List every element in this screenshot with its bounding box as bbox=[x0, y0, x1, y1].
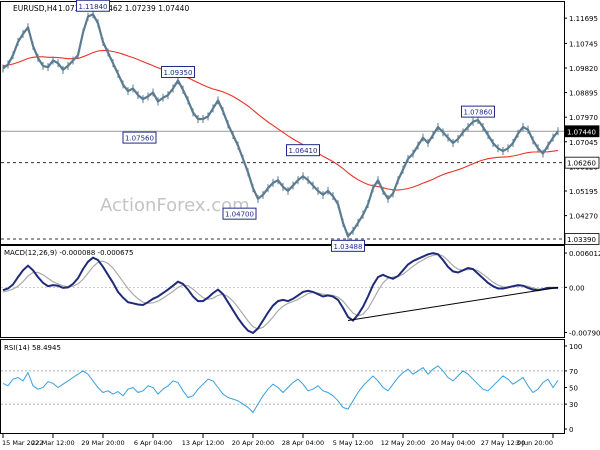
symbol-label: EURUSD,H4 bbox=[13, 4, 57, 13]
x-axis-tick-label: 20 May 04:00 bbox=[431, 439, 476, 447]
price-annotation-box bbox=[76, 0, 110, 12]
price-annotation-box bbox=[161, 65, 195, 78]
price-annotation-label: 1.06410 bbox=[289, 147, 318, 155]
price-panel: 1.11695 1.10745 1.09820 1.08895 1.07970 1.070… bbox=[1, 0, 600, 252]
price-y-tick-label: 1.09820 bbox=[569, 65, 598, 73]
macd-main-line bbox=[2, 252, 558, 335]
price-annotation-box bbox=[331, 239, 365, 252]
price-y-tick-label: 1.08895 bbox=[569, 90, 598, 98]
x-axis-tick-label: 12 May 20:00 bbox=[381, 439, 426, 447]
price-marker-label: 1.07440 bbox=[567, 128, 596, 136]
rsi-panel-border bbox=[0, 339, 565, 434]
ohlc-values: 1.07309 1.07462 1.07239 1.07440 bbox=[58, 4, 189, 13]
rsi-y-tick-label: 0 bbox=[569, 426, 573, 434]
price-y-tick-label: 1.10745 bbox=[569, 40, 598, 48]
price-annotation-label: 1.07860 bbox=[464, 109, 493, 117]
price-annotation-label: 1.11840 bbox=[79, 3, 108, 11]
macd-y-tick-label: -0.007907 bbox=[569, 329, 600, 337]
price-y-tick-label: 1.05195 bbox=[569, 188, 598, 196]
price-annotation-box bbox=[461, 105, 495, 118]
price-y-tick-label: 1.04270 bbox=[569, 213, 598, 221]
x-axis-tick-label: 27 May 12:00 bbox=[481, 439, 526, 447]
price-annotation-label: 1.03488 bbox=[334, 243, 363, 251]
x-axis-tick-label: 29 Mar 20:00 bbox=[81, 439, 124, 447]
price-marker-label: 1.03390 bbox=[567, 236, 596, 244]
x-axis-tick-label: 5 May 12:00 bbox=[333, 439, 373, 447]
price-y-tick-label: 1.07970 bbox=[569, 114, 598, 122]
x-axis-tick-label: 6 Apr 04:00 bbox=[134, 439, 172, 447]
price-panel-border bbox=[0, 1, 565, 245]
x-axis-tick-label: 3 Jun 20:00 bbox=[516, 439, 553, 447]
price-annotation-box bbox=[222, 207, 257, 220]
rsi-y-tick-label: 100 bbox=[569, 343, 582, 351]
price-marker-box bbox=[564, 125, 600, 138]
macd-panel-border bbox=[0, 245, 565, 338]
macd-panel: 0.006012 0.00 -0.007907 bbox=[1, 250, 600, 337]
price-marker-box bbox=[564, 156, 600, 169]
watermark: ActionForex.com bbox=[100, 195, 250, 216]
price-marker-box bbox=[564, 233, 600, 245]
rsi-y-tick-label: 50 bbox=[569, 385, 578, 393]
rsi-panel: 100 70 50 30 0 bbox=[1, 343, 582, 434]
x-axis-tick-label: 13 Apr 12:00 bbox=[182, 439, 224, 447]
rsi-title: RSI(14) 58.4945 bbox=[4, 344, 61, 352]
price-y-tick-label: 1.11695 bbox=[569, 15, 598, 23]
x-axis-tick-label: 22 Mar 12:00 bbox=[31, 439, 74, 447]
macd-title: MACD(12,26,9) -0.000088 -0.000675 bbox=[4, 249, 133, 257]
price-y-tick-label: 1.07045 bbox=[569, 139, 598, 147]
price-annotation-label: 1.09350 bbox=[164, 69, 193, 77]
price-annotation-label: 1.07560 bbox=[125, 135, 154, 143]
rsi-y-tick-label: 70 bbox=[569, 368, 578, 376]
price-annotation-box bbox=[122, 131, 157, 144]
macd-trendline bbox=[347, 286, 559, 321]
price-annotation-box bbox=[286, 144, 320, 157]
rsi-y-tick-label: 30 bbox=[569, 401, 578, 409]
x-axis-tick-label: 15 Mar 2022 bbox=[2, 439, 43, 447]
price-line bbox=[2, 13, 559, 238]
price-marker-label: 1.06260 bbox=[567, 160, 596, 168]
moving-average-line bbox=[2, 49, 559, 191]
x-axis-tick-label: 20 Apr 20:00 bbox=[232, 439, 274, 447]
rsi-line bbox=[2, 365, 559, 414]
price-annotation-label: 1.04700 bbox=[225, 211, 254, 219]
x-axis-tick-label: 28 Apr 04:00 bbox=[282, 439, 324, 447]
macd-y-tick-label: 0.006012 bbox=[569, 250, 600, 258]
macd-y-tick-label: 0.00 bbox=[569, 284, 585, 292]
